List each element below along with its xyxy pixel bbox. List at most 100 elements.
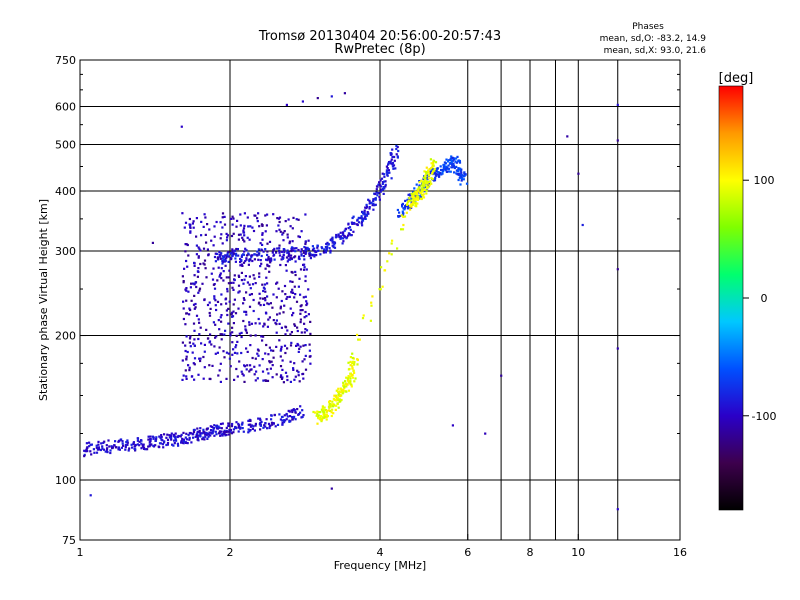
echo-point (227, 260, 230, 263)
echo-point (297, 235, 300, 238)
echo-point (146, 448, 149, 451)
echo-point (237, 426, 240, 429)
echo-point (311, 253, 314, 256)
echo-point (432, 161, 435, 164)
echo-point (256, 377, 259, 380)
echo-point (182, 431, 185, 434)
echo-point (258, 275, 261, 278)
echo-point (232, 288, 235, 291)
echo-point (221, 216, 224, 219)
echo-point (219, 221, 222, 224)
echo-point (400, 228, 403, 231)
echo-point (430, 182, 433, 185)
echo-point (430, 162, 433, 165)
echo-point (211, 364, 214, 367)
echo-point (363, 211, 366, 214)
echo-point (235, 254, 238, 257)
echo-point (401, 228, 405, 231)
echo-point (343, 229, 346, 232)
echo-point (190, 299, 193, 302)
echo-point (210, 272, 213, 275)
echo-point (297, 344, 300, 347)
echo-point (286, 375, 289, 378)
echo-point (248, 430, 251, 433)
echo-point (257, 248, 260, 251)
echo-point (351, 216, 354, 220)
echo-point (209, 307, 212, 310)
echo-point (348, 375, 351, 378)
echo-point (186, 350, 189, 354)
echo-point (187, 434, 190, 437)
echo-point (184, 323, 187, 326)
echo-point (274, 425, 277, 428)
echo-point (191, 351, 194, 354)
echo-point (231, 248, 234, 251)
echo-point (286, 236, 289, 239)
echo-point (616, 103, 619, 106)
echo-point (339, 235, 342, 238)
echo-point (434, 172, 437, 176)
echo-point (452, 157, 455, 160)
echo-point (237, 274, 240, 277)
echo-point (261, 243, 264, 246)
echo-point (220, 267, 223, 270)
echo-point (215, 220, 218, 224)
echo-point (241, 372, 244, 375)
echo-point (184, 221, 188, 224)
echo-point (205, 276, 208, 279)
echo-point (351, 356, 354, 360)
echo-point (339, 231, 342, 234)
echo-point (205, 431, 208, 435)
echo-point (410, 205, 413, 208)
echo-point (83, 449, 86, 452)
echo-point (304, 344, 307, 347)
echo-point (233, 378, 236, 381)
echo-point (264, 290, 267, 293)
echo-point (243, 364, 246, 367)
echo-point (351, 222, 354, 225)
echo-point (455, 157, 458, 160)
echo-point (300, 248, 303, 251)
echo-point (220, 338, 223, 341)
colorbar-unit-label: [deg] (719, 71, 754, 86)
echo-point (388, 162, 391, 165)
echo-point (295, 247, 298, 250)
echo-point (197, 337, 200, 341)
echo-point (223, 259, 226, 262)
echo-point (353, 361, 356, 364)
echo-point (240, 335, 243, 339)
echo-point (148, 445, 151, 448)
echo-point (446, 167, 449, 170)
echo-point (218, 346, 221, 349)
echo-point (428, 184, 431, 187)
echo-point (217, 425, 220, 428)
echo-point (209, 429, 213, 432)
echo-point (278, 247, 281, 250)
y-tick-label: 500 (55, 139, 76, 152)
echo-point (333, 403, 336, 406)
echo-point (267, 353, 270, 356)
echo-point (279, 230, 282, 233)
echo-point (215, 308, 218, 312)
echo-point (231, 286, 234, 289)
echo-point (202, 377, 205, 380)
echo-point (315, 414, 318, 417)
echo-point (258, 364, 261, 367)
echo-point (199, 432, 202, 435)
echo-point (244, 325, 247, 328)
echo-point (182, 317, 185, 321)
echo-point (320, 408, 323, 411)
echo-point (289, 280, 292, 283)
echo-point (462, 178, 465, 181)
echo-point (269, 367, 272, 370)
echo-point (158, 435, 161, 438)
echo-point (425, 189, 428, 192)
echo-point (272, 319, 275, 322)
echo-point (314, 411, 317, 414)
echo-point (261, 238, 264, 241)
echo-point (417, 196, 420, 199)
echo-point (290, 409, 293, 412)
echo-point (280, 374, 283, 377)
echo-point (304, 368, 308, 371)
